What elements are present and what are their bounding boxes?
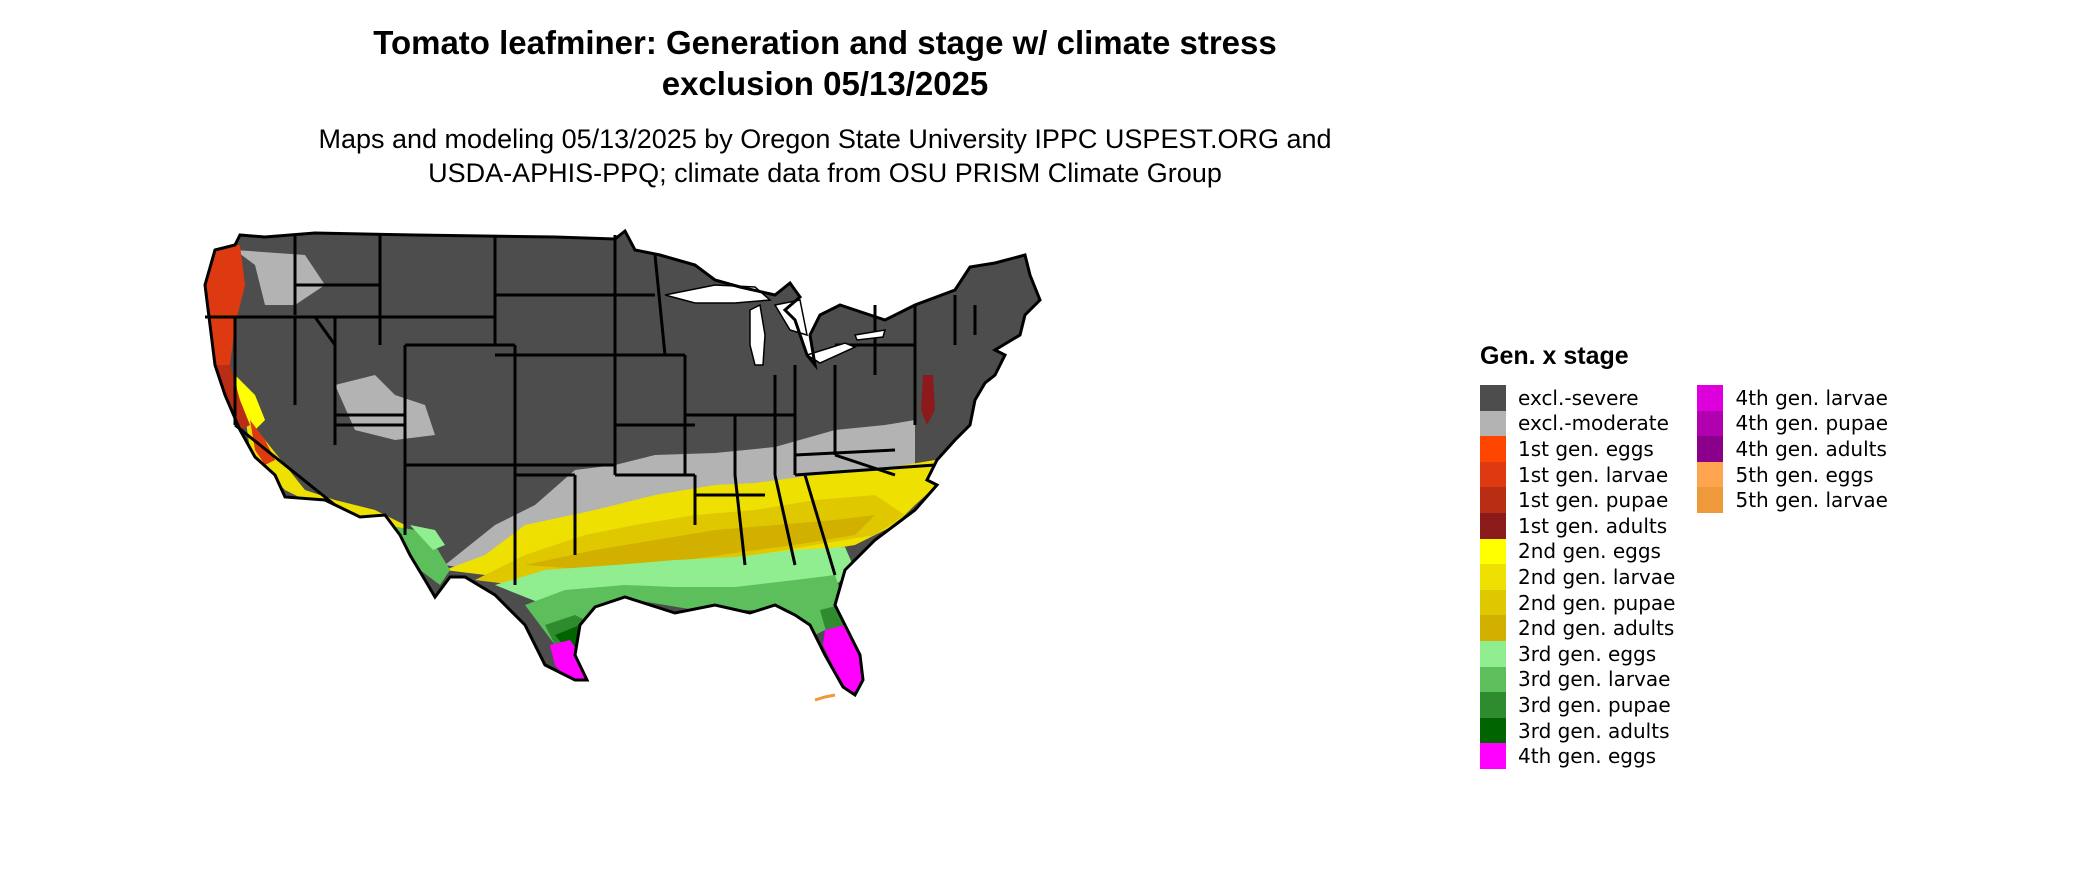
- lake-ontario: [853, 329, 887, 341]
- legend-item: 3rd gen. pupae: [1480, 692, 1675, 718]
- legend-column-1: excl.-severe excl.-moderate 1st gen. eggs 1…: [1480, 385, 1675, 769]
- legend-label: 1st gen. eggs: [1518, 436, 1654, 461]
- legend-swatch: [1480, 461, 1506, 488]
- map-title-line-1: Tomato leafminer: Generation and stage w…: [373, 24, 1277, 61]
- zone-2nd-gen-larvae-california: [245, 415, 405, 545]
- legend-item: 3rd gen. eggs: [1480, 640, 1675, 667]
- legend-columns: excl.-severe excl.-moderate 1st gen. eggs 1…: [1480, 385, 1888, 769]
- zone-3rd-gen-eggs-arizona: [410, 525, 445, 550]
- legend-item: 2nd gen. eggs: [1480, 538, 1675, 565]
- map-subtitle-line-1: Maps and modeling 05/13/2025 by Oregon S…: [318, 124, 1332, 154]
- legend-item: 1st gen. adults: [1480, 512, 1675, 539]
- lake-superior: [664, 284, 772, 304]
- legend-item: 4th gen. pupae: [1697, 410, 1889, 437]
- legend-label: 3rd gen. adults: [1518, 718, 1670, 743]
- zone-4th-gen-eggs-texas: [550, 640, 590, 685]
- legend-item: excl.-severe: [1480, 385, 1675, 411]
- legend-item: 2nd gen. pupae: [1480, 589, 1676, 616]
- map-title-line-2: exclusion 05/13/2025: [661, 65, 989, 102]
- us-map: [203, 228, 1042, 702]
- legend-label: 1st gen. larvae: [1518, 462, 1669, 487]
- state-borders: [205, 235, 977, 585]
- legend-swatch: [1480, 564, 1506, 590]
- legend-label: 1st gen. pupae: [1518, 488, 1669, 513]
- zone-excl-moderate-south: [445, 420, 915, 570]
- legend-item: 2nd gen. adults: [1480, 615, 1675, 641]
- legend-label: 3rd gen. eggs: [1518, 641, 1657, 666]
- map-subtitle-line-2: USDA-APHIS-PPQ; climate data from OSU PR…: [428, 158, 1222, 188]
- legend-swatch: [1697, 487, 1724, 513]
- map-subtitle: Maps and modeling 05/13/2025 by Oregon S…: [250, 122, 1400, 190]
- legend-item: 3rd gen. larvae: [1480, 666, 1675, 693]
- stage-zones: [205, 245, 937, 695]
- legend-item: 5th gen. larvae: [1697, 487, 1888, 513]
- map-title: Tomato leafminer: Generation and stage w…: [250, 22, 1400, 104]
- legend-label: 2nd gen. eggs: [1518, 539, 1661, 564]
- legend-swatch: [1697, 410, 1724, 437]
- legend-label: 4th gen. larvae: [1735, 385, 1888, 410]
- legend-item: 2nd gen. larvae: [1480, 564, 1675, 590]
- legend-swatch: [1480, 717, 1506, 744]
- legend-label: 2nd gen. larvae: [1518, 564, 1676, 589]
- legend-swatch: [1697, 436, 1724, 462]
- legend-label: 5th gen. larvae: [1735, 488, 1888, 513]
- legend-label: 5th gen. eggs: [1735, 462, 1874, 487]
- legend-title: Gen. x stage: [1480, 342, 1629, 370]
- legend-swatch: [1480, 743, 1506, 769]
- legend-column-2: 4th gen. larvae 4th gen. pupae 4th gen. ad…: [1697, 385, 1888, 769]
- legend-label: 4th gen. pupae: [1735, 411, 1889, 436]
- legend-label: 3rd gen. pupae: [1518, 692, 1671, 717]
- legend-item: 4th gen. larvae: [1697, 385, 1888, 411]
- lake-michigan: [749, 303, 766, 366]
- zone-1st-gen-adults-delmarva: [921, 375, 935, 425]
- legend-swatch: [1480, 589, 1506, 616]
- legend-swatch: [1697, 385, 1724, 411]
- legend: Gen. x stage excl.-severe excl.-moderate 1…: [1480, 342, 1888, 769]
- legend-swatch: [1697, 461, 1724, 488]
- legend-label: 3rd gen. larvae: [1518, 667, 1671, 692]
- legend-label: 4th gen. adults: [1735, 436, 1887, 461]
- legend-swatch: [1480, 692, 1506, 718]
- legend-swatch: [1480, 538, 1506, 565]
- legend-item: 4th gen. eggs: [1480, 743, 1675, 769]
- legend-item: 1st gen. pupae: [1480, 487, 1675, 513]
- legend-item: 1st gen. larvae: [1480, 461, 1675, 488]
- legend-swatch: [1480, 385, 1506, 411]
- legend-label: excl.-severe: [1518, 385, 1639, 410]
- legend-swatch: [1480, 615, 1506, 641]
- legend-item: 4th gen. adults: [1697, 436, 1888, 462]
- legend-swatch: [1480, 410, 1506, 437]
- legend-label: 1st gen. adults: [1518, 513, 1668, 538]
- zone-1st-gen-larvae-pacific: [205, 245, 245, 375]
- zone-excl-moderate-nw: [235, 250, 325, 305]
- legend-swatch: [1480, 436, 1506, 462]
- legend-swatch: [1480, 666, 1506, 693]
- us-border: [203, 228, 1042, 698]
- legend-item: 5th gen. eggs: [1697, 461, 1888, 488]
- legend-swatch: [1480, 512, 1506, 539]
- legend-swatch: [1480, 487, 1506, 513]
- legend-item: excl.-moderate: [1480, 410, 1675, 437]
- zone-2nd-gen-eggs-california: [235, 375, 265, 430]
- florida-keys: [814, 693, 836, 702]
- legend-item: 1st gen. eggs: [1480, 436, 1675, 462]
- legend-item: 3rd gen. adults: [1480, 717, 1675, 744]
- zone-3rd-gen-larvae-gulf: [525, 575, 845, 645]
- legend-label: 2nd gen. pupae: [1518, 590, 1676, 615]
- legend-swatch: [1480, 640, 1506, 667]
- legend-label: excl.-moderate: [1518, 411, 1669, 436]
- legend-label: 4th gen. eggs: [1518, 744, 1657, 769]
- legend-label: 2nd gen. adults: [1518, 616, 1675, 641]
